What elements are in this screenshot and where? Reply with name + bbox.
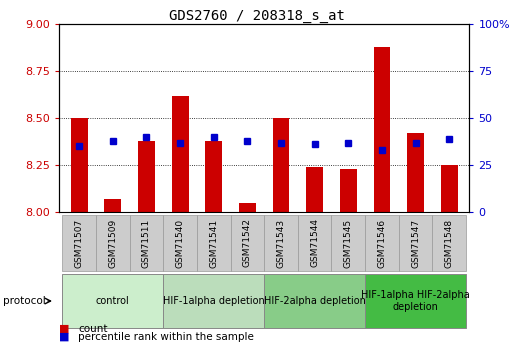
Text: HIF-1alpha HIF-2alpha
depletion: HIF-1alpha HIF-2alpha depletion [361,290,470,312]
Text: GSM71541: GSM71541 [209,218,218,267]
FancyBboxPatch shape [197,215,230,271]
Bar [373,47,390,212]
Bar [138,141,155,212]
Text: protocol: protocol [3,296,45,306]
FancyBboxPatch shape [331,215,365,271]
Text: ■: ■ [59,332,69,342]
FancyBboxPatch shape [264,215,298,271]
Text: GSM71542: GSM71542 [243,218,252,267]
FancyBboxPatch shape [399,215,432,271]
Text: GSM71511: GSM71511 [142,218,151,268]
Text: GSM71509: GSM71509 [108,218,117,268]
Text: HIF-2alpha depletion: HIF-2alpha depletion [264,296,366,306]
Text: GSM71545: GSM71545 [344,218,353,267]
FancyBboxPatch shape [163,274,264,328]
Text: count: count [78,324,108,334]
Text: GSM71540: GSM71540 [175,218,185,267]
Text: GSM71548: GSM71548 [445,218,453,267]
Bar [340,169,357,212]
Bar [205,141,222,212]
FancyBboxPatch shape [63,274,163,328]
Text: GSM71544: GSM71544 [310,218,319,267]
FancyBboxPatch shape [365,215,399,271]
FancyBboxPatch shape [230,215,264,271]
FancyBboxPatch shape [63,215,96,271]
Text: GSM71547: GSM71547 [411,218,420,267]
FancyBboxPatch shape [264,274,365,328]
Text: HIF-1alpha depletion: HIF-1alpha depletion [163,296,265,306]
FancyBboxPatch shape [130,215,163,271]
Bar [172,96,188,212]
Text: GSM71543: GSM71543 [277,218,286,267]
Bar [441,165,458,212]
FancyBboxPatch shape [432,215,466,271]
Text: GDS2760 / 208318_s_at: GDS2760 / 208318_s_at [169,9,344,23]
FancyBboxPatch shape [163,215,197,271]
Bar [105,199,121,212]
FancyBboxPatch shape [365,274,466,328]
Bar [239,203,256,212]
FancyBboxPatch shape [96,215,130,271]
Bar [306,167,323,212]
Text: control: control [96,296,130,306]
FancyBboxPatch shape [298,215,331,271]
Text: GSM71546: GSM71546 [378,218,386,267]
Text: GSM71507: GSM71507 [75,218,84,268]
Text: ■: ■ [59,324,69,334]
Bar [272,118,289,212]
Bar [407,133,424,212]
Bar [71,118,88,212]
Text: percentile rank within the sample: percentile rank within the sample [78,332,254,342]
